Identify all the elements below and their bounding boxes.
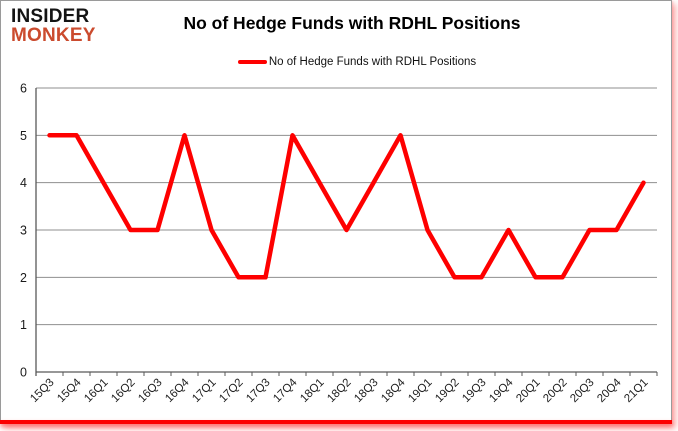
- x-axis-tick-label: 20Q2: [541, 377, 569, 405]
- x-axis-tick-label: 17Q1: [190, 377, 218, 405]
- y-axis-tick-label: 1: [20, 318, 27, 332]
- x-axis-tick-label: 18Q2: [325, 377, 353, 405]
- x-axis-tick-label: 18Q1: [298, 377, 326, 405]
- y-axis-tick-label: 6: [20, 82, 27, 96]
- logo-text-insider: INSIDER: [11, 6, 90, 27]
- x-axis-tick-label: 16Q4: [163, 376, 192, 405]
- x-axis-tick-label: 16Q2: [109, 377, 137, 405]
- chart-legend: No of Hedge Funds with RDHL Positions: [1, 56, 671, 68]
- y-axis-tick-label: 4: [20, 176, 27, 190]
- data-line: [47, 133, 646, 280]
- y-axis-tick-label: 5: [20, 129, 27, 143]
- x-axis-tick-label: 15Q3: [28, 377, 56, 405]
- chart-title: No of Hedge Funds with RDHL Positions: [183, 13, 521, 33]
- chart-widget: INSIDER MONKEY No of Hedge Funds with RD…: [0, 0, 672, 424]
- x-axis-tick-label: 16Q1: [82, 377, 110, 405]
- x-axis-tick-label: 17Q3: [244, 377, 272, 405]
- x-axis-tick-label: 20Q4: [595, 376, 624, 405]
- x-axis-tick-label: 15Q4: [55, 376, 84, 405]
- y-axis-tick-label: 0: [20, 366, 27, 380]
- x-axis-tick-label: 19Q4: [487, 376, 516, 405]
- legend-line-marker: [237, 60, 267, 64]
- x-axis-tick-label: 19Q1: [406, 377, 434, 405]
- x-axis-tick-label: 18Q4: [379, 376, 408, 405]
- x-axis-tick-label: 19Q3: [460, 377, 488, 405]
- x-axis-tick-label: 19Q2: [433, 377, 461, 405]
- x-axis-tick-label: 20Q3: [568, 377, 596, 405]
- y-axis-tick-label: 3: [20, 224, 27, 238]
- x-axis-tick-label: 16Q3: [136, 377, 164, 405]
- y-axis-tick-label: 2: [20, 271, 27, 285]
- bottom-red-bar: [0, 420, 672, 424]
- legend-label: No of Hedge Funds with RDHL Positions: [268, 56, 477, 68]
- line-chart: 012345615Q315Q416Q116Q216Q316Q417Q117Q21…: [20, 82, 658, 405]
- x-axis-tick-label: 21Q1: [622, 377, 650, 405]
- insider-monkey-logo: INSIDER MONKEY: [11, 6, 96, 46]
- logo-text-monkey: MONKEY: [11, 24, 96, 46]
- x-axis-tick-label: 17Q2: [217, 377, 245, 405]
- x-axis-tick-label: 20Q1: [514, 377, 542, 405]
- x-axis-tick-label: 17Q4: [271, 376, 300, 405]
- x-axis-tick-label: 18Q3: [352, 377, 380, 405]
